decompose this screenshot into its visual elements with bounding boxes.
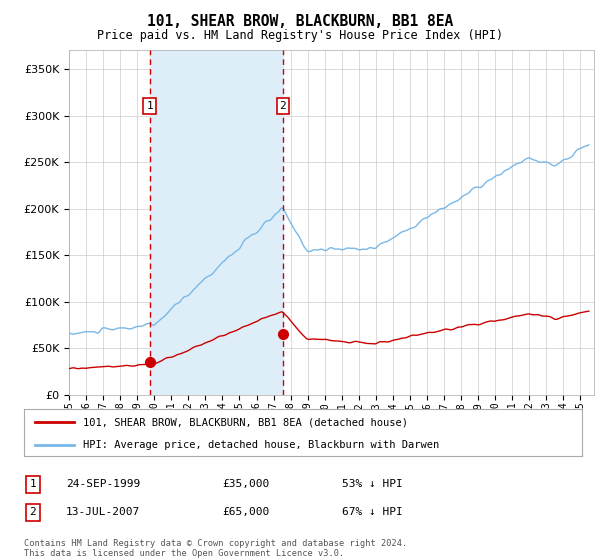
Bar bbox=[149, 50, 283, 395]
Text: 1: 1 bbox=[146, 101, 153, 111]
Text: HPI: Average price, detached house, Blackburn with Darwen: HPI: Average price, detached house, Blac… bbox=[83, 440, 439, 450]
Text: 24-SEP-1999: 24-SEP-1999 bbox=[66, 479, 140, 489]
Text: 13-JUL-2007: 13-JUL-2007 bbox=[66, 507, 140, 517]
Text: 101, SHEAR BROW, BLACKBURN, BB1 8EA: 101, SHEAR BROW, BLACKBURN, BB1 8EA bbox=[147, 14, 453, 29]
Text: £35,000: £35,000 bbox=[222, 479, 269, 489]
Text: 67% ↓ HPI: 67% ↓ HPI bbox=[342, 507, 403, 517]
Text: 1: 1 bbox=[29, 479, 37, 489]
Text: Price paid vs. HM Land Registry's House Price Index (HPI): Price paid vs. HM Land Registry's House … bbox=[97, 29, 503, 42]
Text: 101, SHEAR BROW, BLACKBURN, BB1 8EA (detached house): 101, SHEAR BROW, BLACKBURN, BB1 8EA (det… bbox=[83, 417, 407, 427]
Text: 2: 2 bbox=[29, 507, 37, 517]
Text: 53% ↓ HPI: 53% ↓ HPI bbox=[342, 479, 403, 489]
Text: Contains HM Land Registry data © Crown copyright and database right 2024.
This d: Contains HM Land Registry data © Crown c… bbox=[24, 539, 407, 558]
Text: 2: 2 bbox=[280, 101, 286, 111]
Text: £65,000: £65,000 bbox=[222, 507, 269, 517]
